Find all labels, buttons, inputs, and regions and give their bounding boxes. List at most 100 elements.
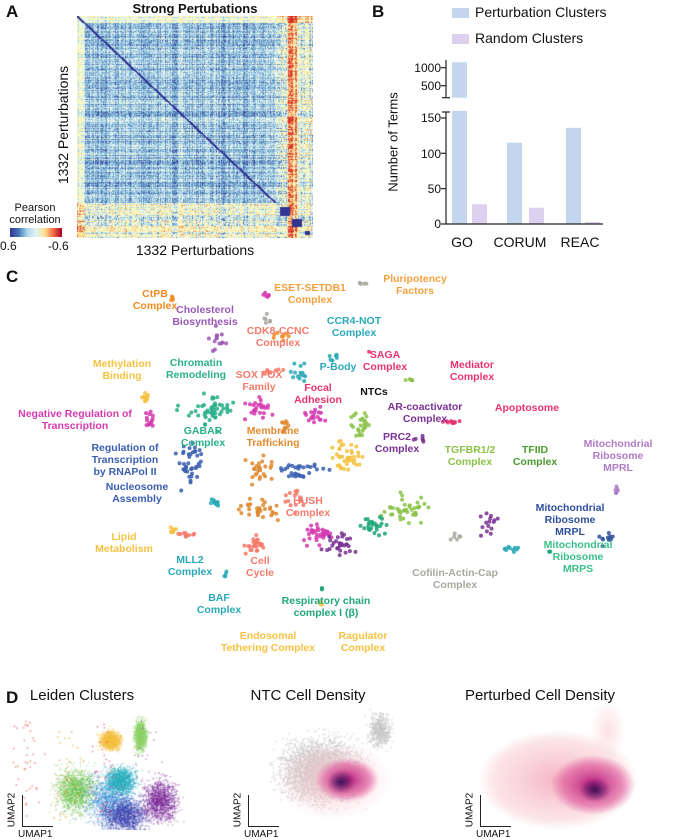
- scatter-point: [206, 336, 211, 341]
- scatter-point: [144, 397, 149, 402]
- scatter-point: [255, 548, 260, 553]
- scatter-point: [411, 437, 416, 442]
- umap1-axis-arrow: [480, 826, 511, 827]
- scatter-point: [356, 450, 361, 455]
- cluster-label: Respiratory chain complex I (β): [281, 595, 371, 619]
- scatter-point: [504, 547, 509, 552]
- scatter-point: [379, 521, 384, 526]
- cluster-label: AR-coactivator Complex: [387, 401, 463, 425]
- scatter-point: [337, 446, 342, 451]
- scatter-point: [239, 511, 244, 516]
- scatter-point: [251, 537, 256, 542]
- scatter-point: [318, 404, 323, 409]
- scatter-point: [372, 521, 377, 526]
- scatter-point: [382, 509, 387, 514]
- scatter-point: [210, 396, 215, 401]
- cluster-label: Cholesterol Biosynthesis: [172, 304, 238, 328]
- scatter-point: [452, 531, 457, 536]
- scatter-point: [298, 464, 303, 469]
- scatter-point: [144, 411, 149, 416]
- scatter-point: [492, 518, 497, 523]
- cluster-label: Endosomal Tethering Complex: [220, 630, 316, 654]
- scatter-point: [270, 412, 275, 417]
- scatter-point: [261, 545, 266, 550]
- scatter-point: [605, 535, 610, 540]
- scatter-point: [327, 354, 332, 359]
- umap2-label: UMAP2: [464, 792, 476, 828]
- scatter-point: [335, 535, 340, 540]
- legend-swatch-perturbation: [452, 8, 469, 18]
- y-tick-50: 50: [427, 182, 441, 196]
- scatter-point: [343, 550, 348, 555]
- cluster-label: CCR4-NOT Complex: [326, 315, 382, 339]
- scatter-point: [328, 357, 333, 362]
- scatter-point: [243, 417, 248, 422]
- cluster-label: Cell Cycle: [245, 555, 275, 579]
- scatter-point: [187, 446, 192, 451]
- umap1-label: UMAP1: [18, 829, 53, 840]
- scatter-point: [301, 373, 306, 378]
- cluster-label: Cofilin-Actin-Cap Complex: [412, 567, 498, 591]
- scatter-point: [251, 540, 256, 545]
- scatter-point: [283, 499, 288, 504]
- scatter-point: [418, 520, 423, 525]
- scatter-point: [335, 546, 340, 551]
- scatter-point: [265, 294, 270, 299]
- scatter-point: [215, 429, 220, 434]
- scatter-point: [310, 528, 315, 533]
- cluster-label: Chromatin Remodeling: [165, 357, 227, 381]
- scatter-point: [344, 542, 349, 547]
- umap2-axis-arrow: [248, 795, 249, 826]
- scatter-point: [261, 411, 266, 416]
- scatter-point: [335, 463, 340, 468]
- scatter-point: [305, 527, 310, 532]
- scatter-point: [247, 507, 252, 512]
- scatter-point: [219, 332, 224, 337]
- scatter-point: [382, 531, 387, 536]
- scatter-point: [147, 412, 152, 417]
- bar-ylabel: Number of Terms: [385, 92, 401, 192]
- scatter-point: [338, 466, 343, 471]
- scatter-point: [284, 420, 289, 425]
- scatter-point: [173, 451, 178, 456]
- scatter-point: [478, 514, 483, 519]
- scatter-point: [224, 569, 229, 574]
- scatter-point: [271, 335, 276, 340]
- cluster-label: HUSH Complex: [285, 495, 331, 519]
- scatter-point: [181, 467, 186, 472]
- scatter-point: [168, 525, 173, 530]
- cluster-label: Nucleosome Assembly: [105, 481, 169, 505]
- scatter-point: [184, 464, 189, 469]
- scatter-point: [336, 454, 341, 459]
- scatter-point: [455, 537, 460, 542]
- scatter-point: [338, 543, 343, 548]
- scatter-point: [330, 455, 335, 460]
- scatter-point: [208, 410, 213, 415]
- scatter-point: [358, 281, 363, 286]
- scatter-point: [298, 497, 303, 502]
- legend-label-random: Random Clusters: [475, 30, 584, 46]
- scatter-point: [495, 516, 500, 521]
- scatter-point: [272, 332, 277, 337]
- scatter-point: [247, 512, 252, 517]
- scatter-point: [302, 378, 307, 383]
- legend-label-perturbation: Perturbation Clusters: [475, 4, 607, 20]
- scatter-point: [170, 294, 175, 299]
- cluster-label: PRC2 Complex: [374, 431, 420, 455]
- scatter-point: [281, 338, 286, 343]
- scatter-point: [362, 421, 367, 426]
- scatter-point: [615, 486, 620, 491]
- scatter-point: [170, 529, 175, 534]
- scatter-point: [217, 402, 222, 407]
- scatter-point: [258, 398, 263, 403]
- scatter-point: [260, 459, 265, 464]
- heatmap-title: Strong Pertubations: [132, 1, 258, 16]
- scatter-point: [203, 422, 208, 427]
- scatter-point: [319, 585, 324, 590]
- scatter-point: [287, 490, 292, 495]
- scatter-point: [293, 510, 298, 515]
- y-tick-150: 150: [420, 111, 441, 125]
- scatter-point: [224, 341, 229, 346]
- scatter-point: [486, 524, 491, 529]
- scatter-point: [283, 493, 288, 498]
